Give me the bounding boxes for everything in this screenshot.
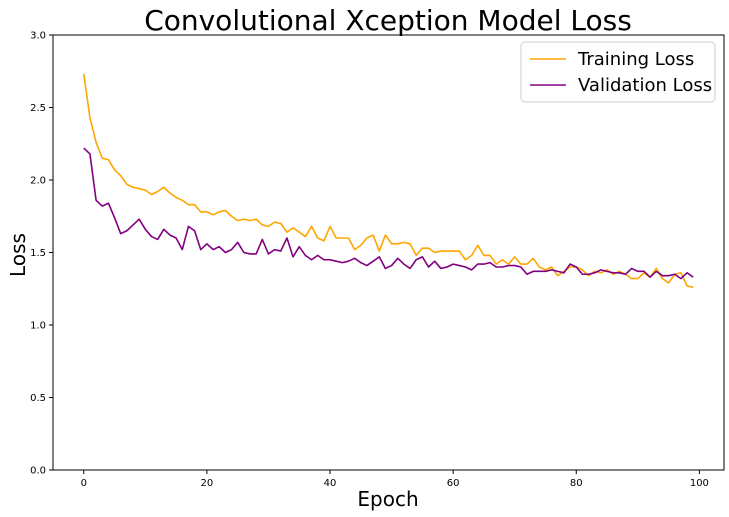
x-tick-label: 40 — [324, 478, 337, 489]
y-axis: 0.0 0.5 1.0 1.5 2.0 2.5 3.0 — [30, 31, 53, 477]
x-tick-label: 60 — [447, 478, 460, 489]
x-tick-label: 100 — [690, 478, 709, 489]
y-tick-label: 1.0 — [30, 321, 46, 332]
x-tick-label: 0 — [81, 478, 87, 489]
y-tick-label: 0.5 — [30, 393, 46, 404]
x-tick-label: 20 — [201, 478, 214, 489]
y-tick-label: 2.5 — [30, 103, 46, 114]
legend-label-training-loss: Training Loss — [577, 49, 694, 70]
y-tick-label: 1.5 — [30, 248, 46, 259]
x-axis: 0 20 40 60 80 100 — [81, 470, 709, 489]
x-axis-label: Epoch — [357, 487, 418, 511]
y-tick-label: 2.0 — [30, 176, 46, 187]
y-axis-label: Loss — [6, 233, 30, 277]
chart-title: Convolutional Xception Model Loss — [144, 4, 632, 37]
legend: Training Loss Validation Loss — [520, 41, 716, 103]
y-tick-label: 3.0 — [30, 31, 46, 42]
series-lines — [82, 74, 694, 289]
series-line-validation-loss — [83, 147, 694, 280]
y-tick-label: 0.0 — [30, 466, 46, 477]
x-tick-label: 80 — [570, 478, 583, 489]
legend-box — [520, 41, 716, 103]
legend-label-validation-loss: Validation Loss — [578, 75, 712, 96]
plot-frame — [52, 34, 725, 471]
